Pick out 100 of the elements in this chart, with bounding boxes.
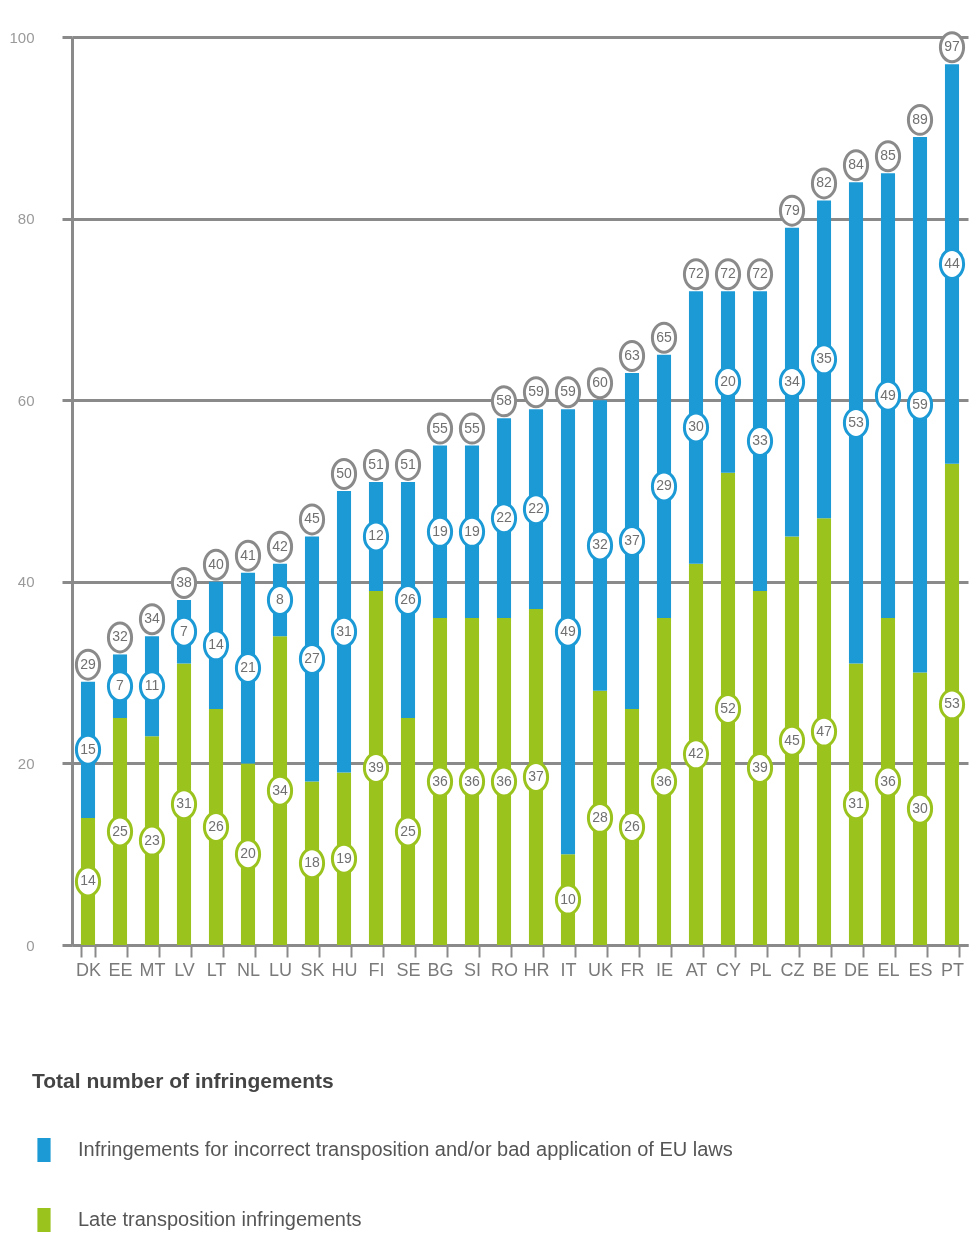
data-label: 53 <box>848 413 864 430</box>
x-tick-label: RO <box>491 959 518 980</box>
total-label: 72 <box>752 265 768 282</box>
x-tick-label: CY <box>715 959 742 980</box>
data-label: 34 <box>272 781 288 798</box>
data-label: 35 <box>816 350 832 367</box>
total-label: 51 <box>368 455 384 472</box>
total-label: 45 <box>304 510 320 527</box>
legend-label: Infringements for incorrect transposition and/or bad application of EU laws <box>78 1138 733 1160</box>
total-label: 38 <box>176 573 192 590</box>
data-label: 25 <box>112 822 128 839</box>
data-label: 30 <box>688 418 704 435</box>
data-label: 26 <box>400 590 416 607</box>
total-label: 50 <box>336 465 352 481</box>
data-label: 26 <box>624 817 640 834</box>
data-label: 26 <box>208 817 224 834</box>
x-tick-label: FR <box>620 959 645 980</box>
x-tick-label: BE <box>812 959 837 980</box>
total-label: 29 <box>80 655 96 672</box>
x-tick-label: PT <box>940 959 965 980</box>
x-tick-label: HR <box>523 959 550 980</box>
data-label: 36 <box>496 772 512 789</box>
total-label: 59 <box>560 383 576 400</box>
total-label: 85 <box>880 147 896 164</box>
total-label: 55 <box>464 419 480 436</box>
x-tick-label: UK <box>587 959 614 980</box>
data-label: 30 <box>912 799 928 816</box>
x-tick-label: IT <box>560 959 577 980</box>
data-label: 47 <box>816 722 832 739</box>
total-label: 51 <box>400 455 416 472</box>
x-tick-label: EL <box>877 959 900 980</box>
y-tick-label: 20 <box>17 754 35 772</box>
total-label: 55 <box>432 419 448 436</box>
x-tick-label: EE <box>108 959 133 980</box>
x-tick-label: FI <box>368 959 385 980</box>
data-label: 39 <box>752 758 768 775</box>
y-tick-label: 100 <box>9 28 35 46</box>
legend-label: Late transposition infringements <box>78 1208 362 1230</box>
x-tick-label: BG <box>427 959 454 980</box>
data-label: 32 <box>592 536 608 553</box>
x-tick-label: AT <box>685 959 708 980</box>
data-label: 37 <box>624 531 640 548</box>
data-label: 29 <box>656 477 672 494</box>
data-label: 45 <box>784 731 800 748</box>
data-label: 15 <box>80 740 96 757</box>
data-label: 31 <box>848 795 864 812</box>
data-label: 11 <box>144 677 160 694</box>
data-label: 36 <box>464 772 480 789</box>
data-label: 20 <box>240 845 256 862</box>
data-label: 49 <box>560 622 576 639</box>
data-label: 25 <box>400 822 416 839</box>
data-label: 19 <box>336 849 352 866</box>
x-tick-label: SI <box>463 959 482 980</box>
total-label: 97 <box>944 38 960 55</box>
data-label: 27 <box>304 649 320 666</box>
data-label: 49 <box>880 386 896 403</box>
data-label: 33 <box>752 432 768 449</box>
x-tick-label: ES <box>908 959 933 980</box>
total-label: 42 <box>272 537 288 554</box>
data-label: 12 <box>368 527 384 544</box>
data-label: 34 <box>784 373 800 390</box>
legend-title: Total number of infringements <box>32 1069 334 1092</box>
data-label: 31 <box>176 795 192 812</box>
data-label: 20 <box>720 373 736 390</box>
total-label: 59 <box>528 383 544 400</box>
data-label: 28 <box>592 808 608 825</box>
total-label: 89 <box>912 110 928 127</box>
data-label: 59 <box>912 395 928 412</box>
data-label: 36 <box>432 772 448 789</box>
data-label: 22 <box>496 509 512 526</box>
data-label: 19 <box>464 522 480 539</box>
data-label: 36 <box>880 772 896 789</box>
data-label: 10 <box>560 890 576 907</box>
data-label: 52 <box>720 699 736 716</box>
total-label: 63 <box>624 346 640 363</box>
x-tick-label: NL <box>236 959 261 980</box>
data-label: 22 <box>528 500 544 517</box>
data-label: 14 <box>80 872 96 889</box>
data-label: 19 <box>432 522 448 539</box>
x-tick-label: LV <box>174 959 195 980</box>
total-label: 84 <box>848 156 864 173</box>
x-tick-label: IE <box>655 959 674 980</box>
total-label: 34 <box>144 610 160 627</box>
total-label: 58 <box>496 392 512 409</box>
data-label: 53 <box>944 695 960 712</box>
y-tick-label: 0 <box>26 936 35 954</box>
x-tick-label: HU <box>331 959 358 980</box>
total-label: 72 <box>688 265 704 282</box>
data-label: 7 <box>116 677 125 694</box>
data-label: 14 <box>208 636 224 653</box>
data-label: 31 <box>336 622 352 639</box>
data-label: 18 <box>304 854 320 871</box>
x-tick-label: MT <box>139 959 166 980</box>
data-label: 23 <box>144 831 160 848</box>
total-label: 40 <box>208 555 224 572</box>
x-tick-label: LU <box>268 959 293 980</box>
total-label: 82 <box>816 174 832 191</box>
x-tick-label: LT <box>206 959 227 980</box>
data-label: 36 <box>656 772 672 789</box>
total-label: 65 <box>656 328 672 345</box>
